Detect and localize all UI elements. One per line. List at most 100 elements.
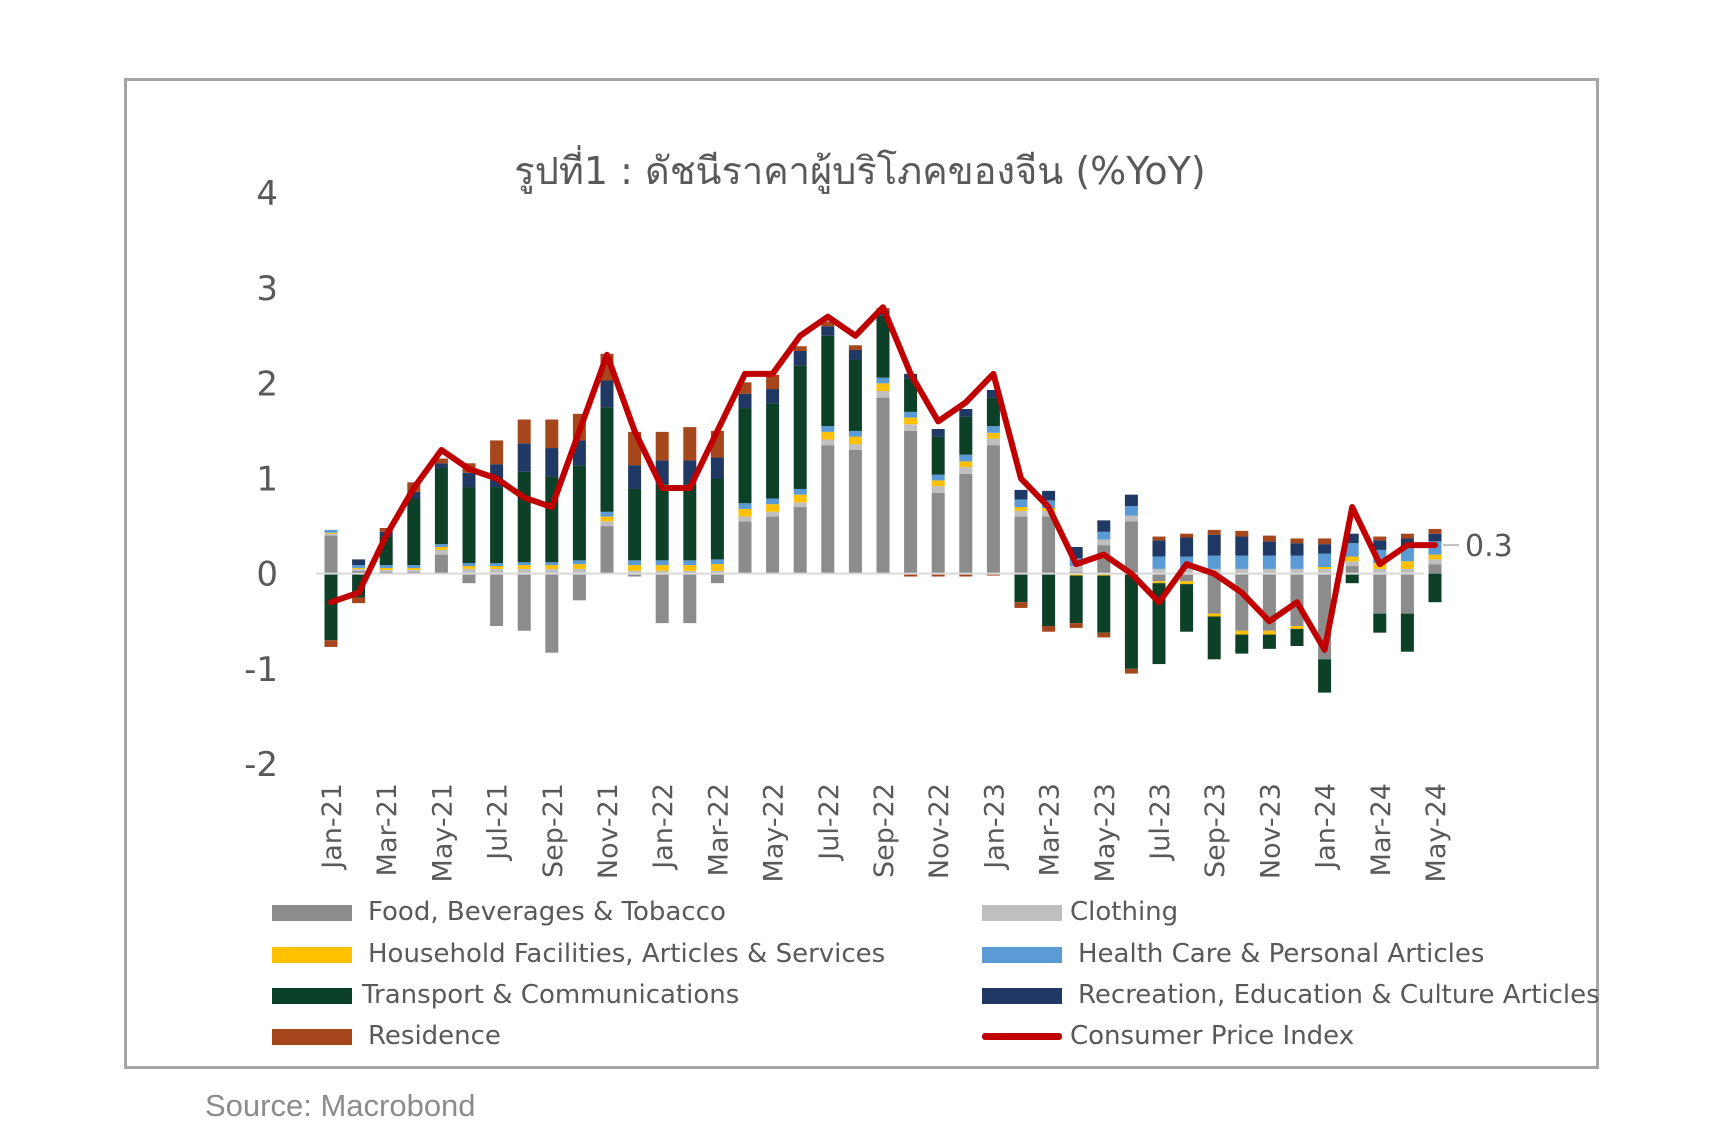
bar-health-care-personal-articles [986,426,1000,433]
bar-transport-communications [904,378,918,412]
legend-swatch-food [272,905,352,921]
bar-household-facilities-articles-services [710,564,724,571]
bar-household-facilities-articles-services [931,480,945,487]
bar-clothing [1428,559,1442,565]
y-tick-label: -1 [244,650,278,690]
bar-recreation-education-culture-articles [1180,537,1194,557]
bar-residence [1235,530,1249,537]
x-tick-label: Mar-23 [1035,783,1066,876]
bar-health-care-personal-articles [1400,547,1414,562]
bar-health-care-personal-articles [655,560,669,566]
bar-transport-communications [600,407,614,512]
bar-health-care-personal-articles [352,565,366,568]
bar-recreation-education-culture-articles [986,389,1000,398]
bar-transport-communications [462,487,476,564]
bar-household-facilities-articles-services [1345,556,1359,562]
bar-clothing [876,390,890,398]
bar-residence [434,458,448,464]
bar-household-facilities-articles-services [434,547,448,550]
x-tick-label: Nov-23 [1255,783,1286,879]
bar-health-care-personal-articles [462,563,476,567]
legend-label-residence: Residence [368,1021,501,1051]
y-tick-label: 3 [256,269,278,309]
bar-clothing [1124,515,1138,522]
bar-residence [1042,626,1056,632]
bar-recreation-education-culture-articles [434,463,448,469]
bar-household-facilities-articles-services [1428,554,1442,560]
bar-clothing [1152,568,1166,574]
bar-recreation-education-culture-articles [1345,533,1359,544]
bar-food-beverages-tobacco [1042,516,1056,574]
bar-residence [1262,535,1276,542]
bar-residence [766,374,780,390]
bar-transport-communications [738,408,752,504]
legend-label-cpi: Consumer Price Index [1070,1021,1355,1051]
bar-health-care-personal-articles [766,498,780,505]
bar-recreation-education-culture-articles [959,409,973,417]
bar-health-care-personal-articles [1318,553,1332,568]
bar-transport-communications [1400,613,1414,652]
legend-label-household: Household Facilities, Articles & Service… [368,939,886,969]
bar-food-beverages-tobacco [462,573,476,584]
bar-transport-communications [931,436,945,475]
legend-swatch-health [982,947,1062,963]
bar-transport-communications [490,487,504,564]
bar-residence [931,573,945,577]
bar-health-care-personal-articles [1235,555,1249,569]
bar-food-beverages-tobacco [683,573,697,624]
bar-health-care-personal-articles [931,474,945,481]
bar-food-beverages-tobacco [848,449,862,574]
bar-transport-communications [1262,634,1276,649]
bar-residence [1207,529,1221,535]
bar-health-care-personal-articles [600,511,614,517]
x-tick-label: May-23 [1090,783,1121,882]
bar-transport-communications [1345,573,1359,584]
bar-residence [1290,538,1304,544]
bar-residence [545,419,559,449]
bar-recreation-education-culture-articles [1207,534,1221,556]
bar-clothing [1262,568,1276,574]
bar-health-care-personal-articles [1345,543,1359,557]
y-tick-label: 0 [256,555,278,595]
bar-household-facilities-articles-services [352,567,366,569]
bar-household-facilities-articles-services [655,565,669,571]
bar-food-beverages-tobacco [710,573,724,584]
bar-food-beverages-tobacco [1207,573,1221,614]
bar-transport-communications [407,498,421,566]
bar-food-beverages-tobacco [517,573,531,631]
bar-transport-communications [1180,584,1194,632]
bar-health-care-personal-articles [545,562,559,566]
bar-food-beverages-tobacco [1428,564,1442,574]
bar-recreation-education-culture-articles [600,380,614,408]
bar-clothing [766,511,780,517]
bar-transport-communications [1428,573,1442,603]
bar-transport-communications [959,416,973,455]
legend-label-clothing: Clothing [1070,897,1179,927]
bar-household-facilities-articles-services [904,417,918,425]
bar-health-care-personal-articles [490,563,504,567]
bar-clothing [1097,539,1111,546]
x-tick-label: Mar-24 [1366,783,1397,876]
bar-food-beverages-tobacco [1235,573,1249,631]
bar-transport-communications [1235,634,1249,654]
bar-recreation-education-culture-articles [1069,547,1083,559]
bar-recreation-education-culture-articles [1373,540,1387,550]
bar-recreation-education-culture-articles [1262,541,1276,556]
bar-recreation-education-culture-articles [545,448,559,477]
bar-residence [1318,538,1332,545]
bar-recreation-education-culture-articles [1124,494,1138,507]
bar-transport-communications [1207,616,1221,660]
bar-residence [1097,632,1111,638]
bar-food-beverages-tobacco [1124,521,1138,574]
bar-transport-communications [1152,583,1166,665]
bar-clothing [600,521,614,527]
bar-household-facilities-articles-services [683,565,697,571]
bar-health-care-personal-articles [379,565,393,568]
bar-health-care-personal-articles [959,454,973,462]
bar-residence [352,597,366,604]
x-tick-label: Sep-23 [1200,783,1231,878]
bar-recreation-education-culture-articles [821,326,835,336]
bar-household-facilities-articles-services [517,565,531,569]
bar-household-facilities-articles-services [600,516,614,522]
